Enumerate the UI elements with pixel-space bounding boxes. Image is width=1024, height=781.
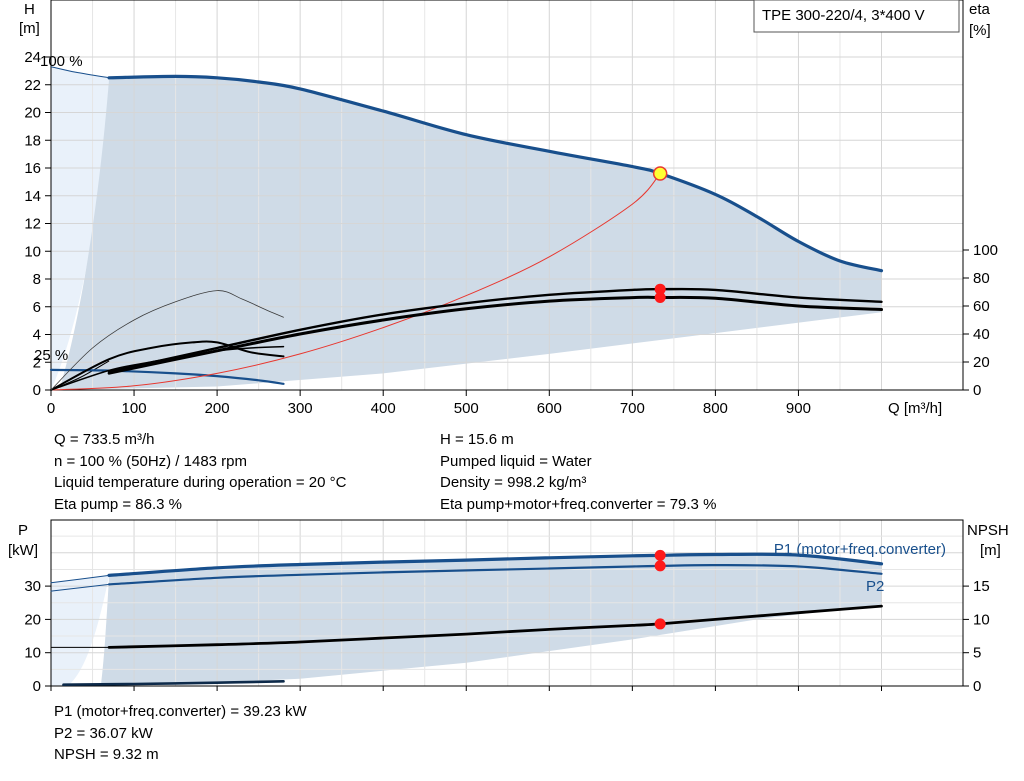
plot-frame <box>50 0 964 391</box>
x-tick-label: 200 <box>205 400 230 417</box>
series-label-p2: P2 <box>866 578 884 595</box>
y2-axis-unit: [m] <box>980 542 1001 559</box>
y2-tick-label: 40 <box>973 326 990 343</box>
x-tick-label: 900 <box>786 400 811 417</box>
operating-point <box>654 560 666 572</box>
y2-tick-label: 60 <box>973 298 990 315</box>
x-tick-label: 500 <box>454 400 479 417</box>
y-tick-label: 4 <box>33 327 41 344</box>
y-tick-label: 20 <box>24 105 41 122</box>
y2-tick-label: 0 <box>973 382 981 399</box>
y-tick-label: 22 <box>24 77 41 94</box>
y-tick-label: 8 <box>33 271 41 288</box>
y-tick-label: 0 <box>33 382 41 399</box>
y-tick-label: 2 <box>33 354 41 371</box>
x-tick-label: 100 <box>122 400 147 417</box>
y-tick-label: 24 <box>24 49 41 66</box>
operating-point <box>654 283 666 295</box>
speed-readout: n = 100 % (50Hz) / 1483 rpm <box>54 452 248 470</box>
y-tick-label: 0 <box>33 678 41 695</box>
x-tick-label: 800 <box>703 400 728 417</box>
x-axis-label: Q [m³/h] <box>888 400 942 417</box>
liquid-temp-readout: Liquid temperature during operation = 20… <box>54 474 347 491</box>
eta-total-readout: Eta pump+motor+freq.converter = 79.3 % <box>440 495 717 513</box>
y-axis-label: H <box>24 1 35 18</box>
y-tick-label: 14 <box>24 188 41 205</box>
p1-readout: P1 (motor+freq.converter) = 39.23 kW <box>54 703 307 720</box>
y-axis-unit: [kW] <box>8 542 38 559</box>
density-readout: Density = 998.2 kg/m³ <box>440 474 587 491</box>
y2-axis-label: NPSH <box>967 522 1009 539</box>
power-info: P1 (motor+freq.converter) = 39.23 kW P2 … <box>54 701 307 766</box>
x-tick-label: 600 <box>537 400 562 417</box>
duty-info-left: Q = 733.5 m³/h n = 100 % (50Hz) / 1483 r… <box>54 429 346 515</box>
curve-h-100-extension <box>50 66 110 79</box>
curve-eta-pump <box>107 287 883 373</box>
y-tick-label: 6 <box>33 299 41 316</box>
y-axis-unit: [m] <box>19 20 40 37</box>
y2-tick-label: 100 <box>973 242 998 259</box>
y-tick-label: 20 <box>24 611 41 628</box>
speed-label-25: 25 % <box>34 347 68 364</box>
y2-axis-label: eta <box>969 1 991 18</box>
operating-point <box>654 291 666 303</box>
y2-tick-label: 5 <box>973 645 981 662</box>
operating-point <box>654 549 666 561</box>
x-tick-label: 0 <box>47 400 55 417</box>
curve-p2 <box>108 563 883 586</box>
y-axis-label: P <box>18 522 28 539</box>
curve-p1-low <box>50 574 110 584</box>
power-npsh-chart: 0 10 20 30 0 5 10 15 P [kW] NPSH [m] P1 (motor+freq.… <box>8 519 1009 695</box>
chart-title: TPE 300-220/4, 3*400 V <box>762 7 925 24</box>
low-speed-zone <box>51 66 110 391</box>
curve-eta-25-thin <box>50 290 284 391</box>
operating-range-band <box>100 554 882 686</box>
y-tick-label: 18 <box>24 132 41 149</box>
curve-system-curve <box>50 173 661 391</box>
curve-h-25 <box>49 368 285 385</box>
eta-pump-readout: Eta pump = 86.3 % <box>54 495 182 513</box>
flow-readout: Q = 733.5 m³/h <box>54 431 155 448</box>
series-label-p1: P1 (motor+freq.converter) <box>774 541 946 558</box>
curve-eta-25-pump <box>50 340 285 391</box>
y2-tick-label: 15 <box>973 578 990 595</box>
curve-p-25 <box>62 680 285 686</box>
duty-info-right: H = 15.6 m Pumped liquid = Water Density… <box>440 429 716 515</box>
x-tick-label: 300 <box>288 400 313 417</box>
plot-frame <box>50 519 964 687</box>
y-tick-label: 16 <box>24 160 41 177</box>
y2-tick-label: 0 <box>973 678 981 695</box>
operating-point <box>654 618 666 630</box>
p2-readout: P2 = 36.07 kW <box>54 724 153 742</box>
curve-p1 <box>107 552 884 577</box>
title-box <box>753 0 960 33</box>
y2-axis-unit: [%] <box>969 22 991 39</box>
operating-point <box>652 166 668 181</box>
curve-p2-low <box>50 583 110 592</box>
curve-eta-25-total <box>50 345 285 391</box>
npsh-readout: NPSH = 9.32 m <box>54 746 159 763</box>
operating-range-band <box>59 76 882 391</box>
curve-eta-total <box>107 295 883 375</box>
y2-tick-label: 10 <box>973 611 990 628</box>
x-tick-label: 400 <box>371 400 396 417</box>
speed-label-100: 100 % <box>40 53 83 70</box>
y2-tick-label: 20 <box>973 354 990 371</box>
y2-tick-label: 80 <box>973 270 990 287</box>
y-tick-label: 10 <box>24 645 41 662</box>
curve-h-100 <box>107 74 884 273</box>
pumped-liquid-readout: Pumped liquid = Water <box>440 452 592 470</box>
curve-npsh <box>107 604 883 649</box>
y-tick-label: 10 <box>24 243 41 260</box>
x-tick-label: 700 <box>620 400 645 417</box>
y-tick-label: 30 <box>24 578 41 595</box>
y-tick-label: 12 <box>24 216 41 233</box>
head-readout: H = 15.6 m <box>440 431 514 448</box>
